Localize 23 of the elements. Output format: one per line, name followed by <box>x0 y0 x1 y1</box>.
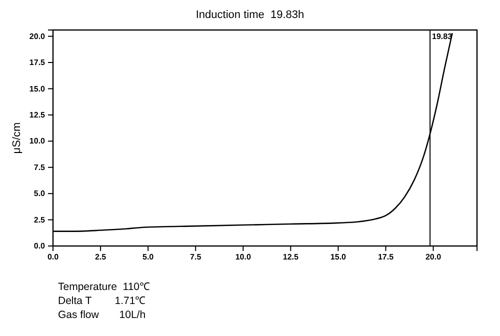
x-tick-label: 2.5 <box>94 252 107 262</box>
x-tick-label: 12.5 <box>282 252 299 262</box>
x-tick-label: 20.0 <box>425 252 442 262</box>
x-tick-label: 0.0 <box>47 252 60 262</box>
text: Gas flow 10L/h <box>58 309 146 321</box>
y-tick-label: 7.5 <box>34 162 46 172</box>
x-tick-label: 15.0 <box>330 252 347 262</box>
text: Temperature 110℃ <box>58 281 151 293</box>
x-tick-label: 10.0 <box>235 252 252 262</box>
y-tick-label: 17.5 <box>29 58 46 68</box>
x-tick-label: 5.0 <box>142 252 154 262</box>
text: Delta T 1.71℃ <box>58 295 146 307</box>
y-tick-label: 12.5 <box>29 110 46 120</box>
y-tick-label: 2.5 <box>34 215 46 224</box>
y-tick-label: 0.0 <box>34 242 46 251</box>
y-axis-title: μS/cm <box>11 122 23 154</box>
x-tick-label: 17.5 <box>378 252 394 262</box>
chart-title: Induction time 19.83h <box>196 9 304 21</box>
y-tick-label: 20.0 <box>29 32 46 41</box>
y-tick-label: 5.0 <box>34 189 46 198</box>
y-tick-label: 15.0 <box>29 84 46 94</box>
y-tick-label: 10.0 <box>29 136 46 146</box>
x-tick-label: 7.5 <box>190 252 202 262</box>
